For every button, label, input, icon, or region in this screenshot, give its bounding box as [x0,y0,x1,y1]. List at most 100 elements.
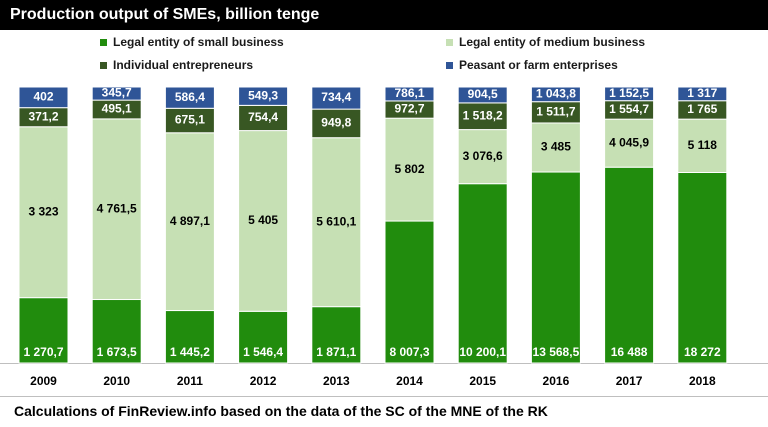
bar-segment-peasant [677,86,728,102]
data-label-medium: 3 323 [28,204,58,218]
legend-item-small: Legal entity of small business [100,35,284,49]
bar-segment-peasant [311,86,362,110]
bar-segment-small [238,310,289,364]
bar-segment-small [604,166,655,364]
data-label-individual: 1 511,7 [536,105,576,119]
legend-swatch-individual [100,61,107,69]
x-tick-label: 2013 [323,374,350,388]
data-label-medium: 3 076,6 [463,149,503,163]
bar-segment-individual [457,102,508,131]
data-label-medium: 4 761,5 [97,201,137,215]
bar-segment-individual [311,108,362,139]
data-label-peasant: 586,4 [175,90,205,104]
data-label-individual: 1 765 [687,102,717,116]
data-label-peasant: 734,4 [321,90,351,104]
bar-segment-medium [238,130,289,312]
data-label-small: 18 272 [684,345,721,359]
bar-segment-medium [91,118,142,301]
data-label-medium: 3 485 [541,140,571,154]
legend-swatch-medium [446,38,453,46]
source-footnote: Calculations of FinReview.info based on … [0,396,768,427]
bar-segment-medium [18,126,69,299]
x-tick-label: 2009 [30,374,57,388]
bar-segment-medium [604,118,655,168]
bar-segment-individual [164,107,215,134]
data-label-peasant: 786,1 [394,86,424,100]
bar-segment-peasant [18,86,69,109]
bar-segment-small [457,183,508,364]
bar-segment-small [677,171,728,364]
data-label-peasant: 1 317 [687,86,717,100]
x-tick-label: 2018 [689,374,716,388]
bar-segment-small [384,220,435,364]
bar-segment-individual [238,104,289,132]
bar-segment-small [311,306,362,364]
data-label-peasant: 904,5 [468,87,498,101]
data-label-peasant: 549,3 [248,88,278,102]
data-label-peasant: 1 152,5 [609,86,649,100]
legend-label-peasant: Peasant or farm enterprises [459,58,618,72]
x-tick-label: 2014 [396,374,423,388]
data-label-individual: 1 518,2 [463,108,503,122]
data-label-individual: 949,8 [321,116,351,130]
x-tick-label: 2017 [616,374,643,388]
data-label-medium: 5 118 [688,138,718,152]
bar-segment-peasant [238,86,289,106]
data-label-small: 1 673,5 [97,345,137,359]
bar-segment-peasant [530,86,581,103]
data-label-medium: 4 045,9 [609,135,649,149]
data-label-peasant: 1 043,8 [536,87,576,101]
data-label-peasant: 402 [33,90,53,104]
legend-swatch-peasant [446,61,453,69]
data-label-medium: 4 897,1 [170,214,210,228]
legend-swatch-small [100,38,107,46]
legend-item-peasant: Peasant or farm enterprises [446,58,618,72]
bar-segment-peasant [91,86,142,101]
data-label-individual: 754,4 [248,110,278,124]
legend-label-individual: Individual entrepreneurs [113,58,254,72]
data-label-individual: 972,7 [394,102,424,116]
data-label-peasant: 345,7 [102,86,132,100]
data-label-small: 1 871,1 [316,345,356,359]
bar-segment-medium [530,122,581,173]
data-label-individual: 1 554,7 [609,102,649,116]
data-label-individual: 675,1 [175,113,205,127]
chart-legend: Legal entity of small business Legal ent… [0,30,768,80]
x-tick-label: 2016 [543,374,570,388]
stacked-bar-chart: 1 270,7 3 323 371,2 402 2009 1 673,5 4 761,5 49… [0,86,768,388]
legend-label-medium: Legal entity of medium business [459,35,646,49]
bar-segment-peasant [384,86,435,102]
bar-segment-medium [311,137,362,308]
bar-segment-medium [164,132,215,312]
bar-segment-peasant [604,86,655,102]
legend-item-individual: Individual entrepreneurs [100,58,253,72]
x-tick-label: 2011 [177,374,203,388]
legend-label-small: Legal entity of small business [113,35,284,49]
bar-segment-small [91,299,142,364]
bar-segment-small [18,297,69,364]
x-tick-label: 2012 [250,374,277,388]
data-label-individual: 371,2 [28,109,58,123]
data-label-medium: 5 802 [394,162,424,176]
bar-segment-medium [457,129,508,185]
data-label-small: 13 568,5 [533,345,580,359]
x-tick-label: 2010 [103,374,130,388]
legend-item-medium: Legal entity of medium business [446,35,645,49]
bar-segment-small [164,310,215,364]
bar-segment-small [530,171,581,364]
data-label-medium: 5 610,1 [316,214,356,228]
data-label-small: 10 200,1 [459,345,506,359]
data-label-small: 1 270,7 [23,345,63,359]
data-label-individual: 495,1 [102,102,132,116]
data-label-medium: 5 405 [248,213,278,227]
bar-segment-medium [677,118,728,173]
x-tick-label: 2015 [469,374,496,388]
chart-title: Production output of SMEs, billion tenge [0,0,768,30]
data-label-small: 16 488 [611,345,648,359]
data-label-small: 1 546,4 [243,345,283,359]
bar-segment-medium [384,117,435,222]
bar-segment-peasant [164,86,215,109]
data-label-small: 8 007,3 [389,345,429,359]
data-label-small: 1 445,2 [170,345,210,359]
bar-segment-peasant [457,86,508,104]
